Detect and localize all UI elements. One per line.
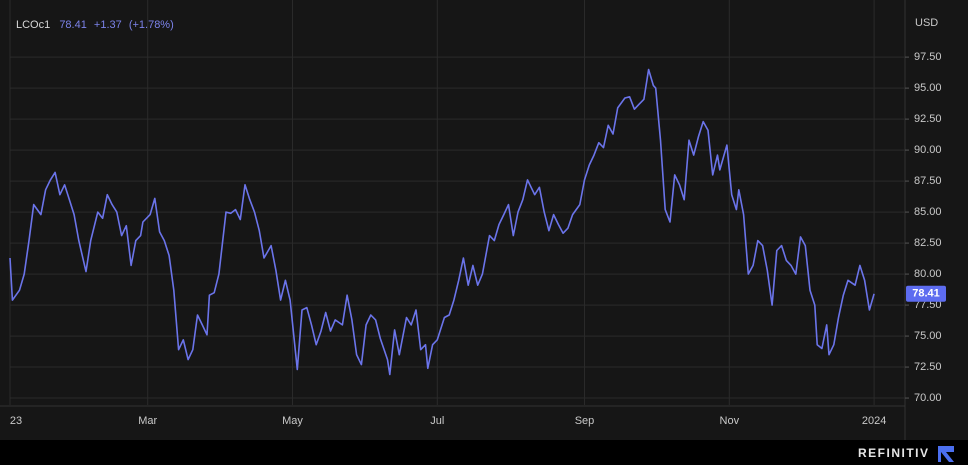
x-tick-label: Nov	[720, 415, 740, 427]
y-tick-label: 70.00	[914, 392, 942, 404]
x-tick-label: 2024	[862, 415, 886, 427]
change: +1.37	[94, 19, 122, 31]
y-tick-label: 85.00	[914, 206, 942, 218]
x-tick-label: Jul	[430, 415, 444, 427]
y-tick-label: 80.00	[914, 268, 942, 280]
y-tick-label: 75.00	[914, 330, 942, 342]
last-price-tag	[906, 285, 946, 302]
grid	[9, 0, 905, 405]
footer-strip	[0, 440, 968, 465]
y-tick-label: 95.00	[914, 82, 942, 94]
x-tick-label: May	[282, 415, 303, 427]
symbol: LCOc1	[16, 19, 50, 31]
change-pct: (+1.78%)	[129, 19, 174, 31]
y-tick-label: 97.50	[914, 51, 942, 63]
y-tick-label: 77.50	[914, 299, 942, 311]
y-tick-label: 82.50	[914, 237, 942, 249]
last-price-label: 78.41	[912, 288, 940, 300]
x-tick-label: Sep	[575, 415, 595, 427]
brand-logo	[938, 446, 954, 462]
header: LCOc1 78.41 +1.37 (+1.78%)	[16, 19, 174, 31]
y-tick-label: 90.00	[914, 144, 942, 156]
brand: REFINITIV	[858, 446, 930, 460]
y-tick-label: 72.50	[914, 361, 942, 373]
price: 78.41	[59, 19, 87, 31]
y-tick-label: 92.50	[914, 113, 942, 125]
price-line	[9, 68, 875, 376]
y-tick-label: 87.50	[914, 175, 942, 187]
plot	[9, 68, 875, 376]
x-tick-label: 23	[10, 415, 22, 427]
x-tick-label: Mar	[138, 415, 157, 427]
y-axis-label: USD	[915, 17, 938, 29]
